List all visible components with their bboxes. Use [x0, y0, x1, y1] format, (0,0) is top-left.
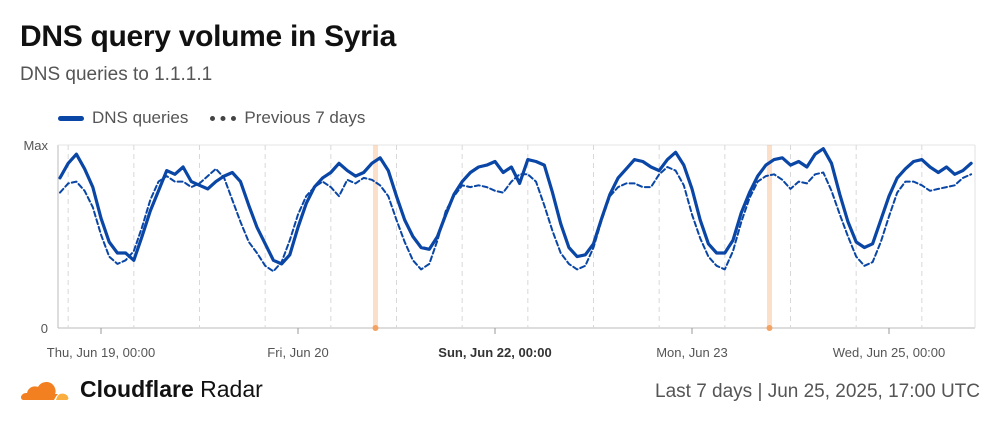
- cloudflare-radar-logo: Cloudflare Radar: [20, 376, 263, 403]
- footer-range: Last 7 days | Jun 25, 2025, 17:00 UTC: [655, 381, 980, 403]
- logo-light: Radar: [200, 376, 263, 402]
- x-tick-label-1: Fri, Jun 20: [267, 345, 328, 360]
- cloudflare-cloud-icon: [20, 381, 69, 400]
- y-tick-label-0: 0: [41, 321, 48, 336]
- range-separator: |: [757, 381, 763, 402]
- series-line-dns-queries: [58, 147, 973, 266]
- highlight-band-1: [766, 145, 772, 328]
- range-label: Last 7 days: [655, 381, 753, 402]
- x-tick-label-3: Mon, Jun 23: [656, 345, 728, 360]
- range-timestamp: Jun 25, 2025, 17:00 UTC: [767, 381, 980, 402]
- legend-item-previous[interactable]: Previous 7 days: [210, 108, 365, 128]
- highlight-marker-1: [766, 325, 773, 331]
- chart-subtitle: DNS queries to 1.1.1.1: [20, 64, 213, 85]
- legend-swatch-dashed: [210, 115, 237, 121]
- highlight-band-0: [372, 145, 378, 328]
- x-tick-label-4: Wed, Jun 25, 00:00: [833, 345, 946, 360]
- x-tick-label-2: Sun, Jun 22, 00:00: [438, 345, 551, 360]
- x-tick-label-0: Thu, Jun 19, 00:00: [47, 345, 155, 360]
- logo-bold: Cloudflare: [80, 376, 194, 402]
- line-chart[interactable]: 0 Max Thu, Jun 19, 00:00 Fri, Jun 20 Sun, Ju…: [0, 130, 1000, 365]
- highlight-marker-0: [372, 325, 379, 331]
- legend-swatch-solid: [58, 115, 84, 121]
- y-tick-label-1: Max: [23, 138, 48, 153]
- logo-wordmark: Cloudflare Radar: [80, 376, 263, 403]
- legend-label-dns-queries: DNS queries: [92, 108, 189, 127]
- legend-label-previous: Previous 7 days: [244, 108, 366, 127]
- legend-item-dns-queries[interactable]: DNS queries: [58, 108, 188, 128]
- chart-title: DNS query volume in Syria: [20, 20, 396, 53]
- chart-legend: DNS queries Previous 7 days: [58, 108, 365, 128]
- series-line-previous-7-days: [59, 166, 973, 273]
